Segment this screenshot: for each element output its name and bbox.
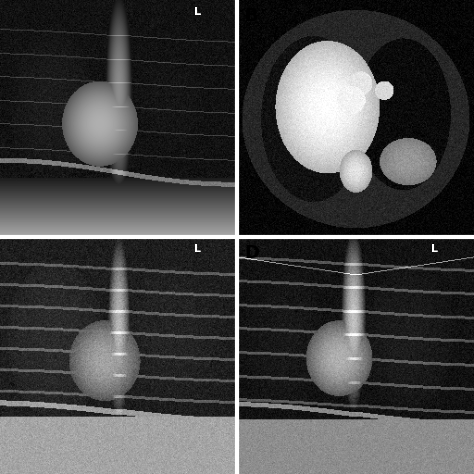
Text: D: D [244,244,259,262]
Text: L: L [431,244,438,254]
Text: B: B [244,7,258,25]
Text: L: L [194,244,201,254]
Text: L: L [194,7,201,17]
Text: L: L [194,7,201,17]
